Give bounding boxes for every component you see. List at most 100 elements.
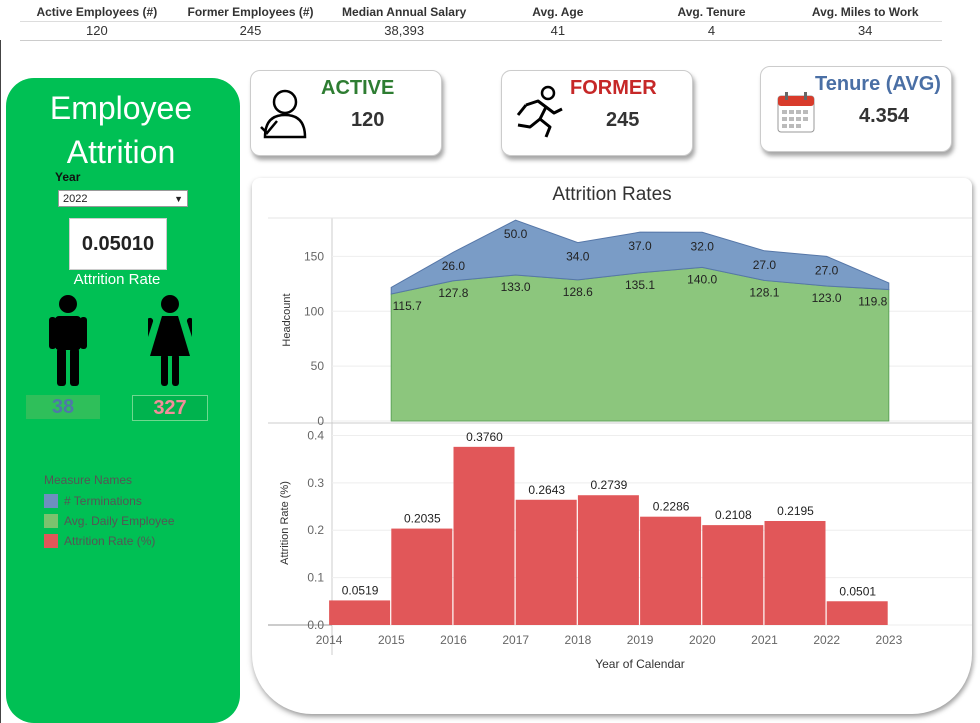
x-tick-label: 2022 xyxy=(813,633,840,647)
y-tick-label: 50 xyxy=(311,359,325,373)
former-card-title: FORMER xyxy=(570,77,657,99)
legend-item[interactable]: Attrition Rate (%) xyxy=(44,531,175,551)
area-data-label: 119.8 xyxy=(858,295,887,309)
kpi-label: Avg. Miles to Work xyxy=(811,5,919,19)
legend-swatch xyxy=(44,494,58,508)
x-tick-label: 2014 xyxy=(316,633,343,647)
area-terminations xyxy=(390,219,890,295)
y-tick-label: 150 xyxy=(304,249,324,263)
area-data-label: 32.0 xyxy=(691,239,715,253)
bar-label: 0.2108 xyxy=(715,508,752,522)
tenure-card-title: Tenure (AVG) xyxy=(815,73,941,95)
bar-label: 0.2195 xyxy=(777,504,814,518)
x-tick-label: 2016 xyxy=(440,633,467,647)
female-count-text: 327 xyxy=(153,397,187,419)
female-count: 327 xyxy=(132,395,208,421)
kpi-label: Active Employees (#) xyxy=(36,5,158,19)
area-data-label: 27.0 xyxy=(753,258,777,272)
former-card-value: 245 xyxy=(606,109,640,131)
attrition-chart: 0 50 100 150 Headcount 0.0 0.1 0.2 0.3 0.4 Attriti… xyxy=(268,217,972,671)
y-tick-label: 0.1 xyxy=(307,571,324,585)
kpi-value: 120 xyxy=(85,23,108,38)
legend-item[interactable]: Avg. Daily Employee xyxy=(44,511,175,531)
bar-label: 0.2286 xyxy=(653,500,690,514)
x-tick-label: 2017 xyxy=(502,633,529,647)
x-tick-label: 2019 xyxy=(627,633,654,647)
tenure-card: Tenure (AVG) 4.354 xyxy=(760,66,952,152)
area-data-label: 123.0 xyxy=(812,291,842,305)
active-card-value: 120 xyxy=(351,109,385,131)
bar-label: 0.2643 xyxy=(528,483,565,497)
y-tick-label: 0.0 xyxy=(307,618,324,632)
male-count: 38 xyxy=(26,395,100,419)
kpi-strip: Active Employees (#) Former Employees (#… xyxy=(20,3,942,41)
y-tick-label: 0.2 xyxy=(307,523,324,537)
bar-2017 xyxy=(515,499,577,625)
legend-swatch xyxy=(44,534,58,548)
bar-label: 0.2035 xyxy=(404,512,441,526)
attrition-rate-value: 0.05010 xyxy=(69,218,167,270)
y-tick-label: 0.3 xyxy=(307,476,324,490)
area-data-label: 26.0 xyxy=(442,259,466,273)
kpi-value: 245 xyxy=(239,23,262,38)
attrition-rate-label: Attrition Rate xyxy=(73,271,161,288)
bar-2020 xyxy=(702,525,764,625)
chart-legend: Measure Names # Terminations Avg. Daily … xyxy=(44,473,175,551)
bar-label: 0.2739 xyxy=(591,478,628,492)
area-data-label: 34.0 xyxy=(566,250,590,264)
bar-label: 0.0519 xyxy=(342,583,379,597)
legend-item[interactable]: # Terminations xyxy=(44,491,175,511)
bar-2021 xyxy=(764,520,826,625)
bar-2016 xyxy=(453,446,515,625)
bar-2014 xyxy=(329,600,391,625)
bar-label: 0.3760 xyxy=(466,430,503,444)
left-border-line xyxy=(0,40,1,723)
active-card-title: ACTIVE xyxy=(321,77,395,99)
area-data-label: 115.7 xyxy=(393,299,422,313)
male-icon xyxy=(49,295,87,386)
chevron-down-icon: ▼ xyxy=(174,194,183,204)
x-tick-label: 2021 xyxy=(751,633,778,647)
x-axis-title: Year of Calendar xyxy=(595,657,685,671)
y-tick-label: 0.4 xyxy=(307,428,324,442)
bar-2019 xyxy=(640,516,702,625)
female-icon xyxy=(148,295,192,386)
tenure-card-value: 4.354 xyxy=(859,105,910,127)
x-tick-label: 2023 xyxy=(876,633,903,647)
area-data-label: 133.0 xyxy=(501,280,531,294)
running-person-icon xyxy=(516,85,563,138)
area-data-label: 50.0 xyxy=(504,227,528,241)
active-card: ACTIVE 120 xyxy=(250,70,442,156)
kpi-label: Avg. Age xyxy=(532,5,584,19)
kpi-label: Avg. Tenure xyxy=(677,5,746,19)
bar-label: 0.0501 xyxy=(839,584,876,598)
area-data-label: 37.0 xyxy=(628,239,652,253)
area-data-label: 135.1 xyxy=(625,278,655,292)
legend-label: Avg. Daily Employee xyxy=(64,514,175,528)
year-filter-value: 2022 xyxy=(63,193,88,205)
y-tick-label: 100 xyxy=(304,304,324,318)
former-card: FORMER 245 xyxy=(501,70,693,156)
year-filter-label: Year xyxy=(55,170,81,184)
dashboard-title-line2: Attrition xyxy=(66,134,176,170)
user-check-icon xyxy=(260,89,307,139)
kpi-value: 4 xyxy=(707,23,716,38)
kpi-label: Median Annual Salary xyxy=(342,5,467,19)
x-tick-label: 2018 xyxy=(565,633,592,647)
kpi-value: 38,393 xyxy=(384,23,425,38)
y-axis-title: Attrition Rate (%) xyxy=(279,481,291,565)
kpi-value: 34 xyxy=(857,23,873,38)
area-data-label: 140.0 xyxy=(687,272,717,286)
y-tick-label: 0 xyxy=(317,414,324,428)
chart-title: Attrition Rates xyxy=(552,184,672,205)
bar-2015 xyxy=(391,528,453,625)
area-data-label: 127.8 xyxy=(438,286,468,300)
year-filter-dropdown[interactable]: 2022 ▼ xyxy=(58,190,188,207)
kpi-value: 41 xyxy=(550,23,566,38)
kpi-label: Former Employees (#) xyxy=(187,5,314,19)
male-count-text: 38 xyxy=(51,396,75,418)
dashboard-title-line1: Employee xyxy=(49,90,193,126)
x-tick-label: 2020 xyxy=(689,633,716,647)
bar-2018 xyxy=(577,495,639,625)
chart-panel: Attrition Rates 0 50 100 150 Headcount 0.0 0.1… xyxy=(252,178,972,714)
